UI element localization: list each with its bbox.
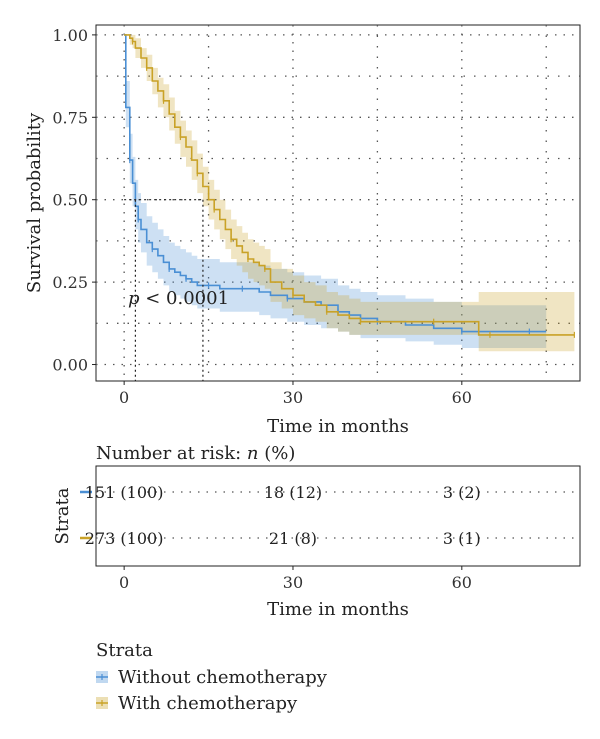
x-tick-labels: 0 30 60 bbox=[119, 381, 472, 407]
grid-lines bbox=[96, 25, 580, 381]
y-axis-label: Survival probability bbox=[24, 112, 45, 293]
legend: Strata Without chemotherapy With chemothe… bbox=[96, 640, 328, 714]
p-value-p: p bbox=[128, 288, 140, 309]
risk-x-tick-label: 30 bbox=[283, 573, 303, 592]
x-axis-label: Time in months bbox=[267, 416, 409, 437]
risk-x-tick-label: 0 bbox=[119, 573, 129, 592]
risk-y-axis-label: Strata bbox=[52, 487, 73, 544]
confidence-band-with-chemo bbox=[124, 34, 575, 352]
risk-cell: 21 (8) bbox=[269, 529, 317, 548]
legend-title: Strata bbox=[96, 640, 153, 661]
risk-table-panel bbox=[95, 465, 581, 567]
risk-x-tick-labels: 0 30 60 bbox=[119, 566, 472, 592]
risk-cell: 3 (1) bbox=[443, 529, 481, 548]
risk-x-tick-label: 60 bbox=[452, 573, 472, 592]
legend-label: Without chemotherapy bbox=[118, 667, 328, 688]
median-lines bbox=[124, 199, 204, 381]
x-tick-label: 60 bbox=[452, 388, 472, 407]
x-tick-label: 0 bbox=[119, 388, 129, 407]
p-value-annotation: p < 0.0001 bbox=[128, 288, 229, 309]
risk-table-title: Number at risk: n (%) bbox=[96, 443, 295, 464]
risk-cell: 273 (100) bbox=[85, 529, 164, 548]
risk-cell: 3 (2) bbox=[443, 483, 481, 502]
survival-plot: 0.00 0.25 0.50 0.75 1.00 0 30 60 p < 0.0001 Su… bbox=[24, 24, 581, 437]
y-tick-label: 0.75 bbox=[52, 108, 88, 127]
risk-title-n: n bbox=[247, 443, 259, 464]
y-tick-labels: 0.00 0.25 0.50 0.75 1.00 bbox=[52, 26, 96, 375]
legend-items: Without chemotherapy With chemotherapy bbox=[96, 667, 328, 714]
confidence-bands bbox=[124, 34, 575, 352]
plot-panel bbox=[95, 24, 581, 382]
survival-curve-with-chemo bbox=[124, 34, 575, 336]
y-tick-label: 0.00 bbox=[52, 356, 88, 375]
p-value-text: < 0.0001 bbox=[140, 288, 230, 309]
risk-cell: 18 (12) bbox=[264, 483, 322, 502]
risk-x-axis-label: Time in months bbox=[267, 599, 409, 620]
risk-cell: 151 (100) bbox=[85, 483, 164, 502]
x-tick-label: 30 bbox=[283, 388, 303, 407]
y-tick-label: 0.50 bbox=[52, 191, 88, 210]
legend-label: With chemotherapy bbox=[118, 693, 298, 714]
survival-curves bbox=[124, 34, 575, 338]
risk-table: Number at risk: n (%) 151 (100) 18 (12) 3 … bbox=[52, 443, 581, 620]
confidence-band-without-chemo bbox=[124, 34, 547, 349]
risk-title-prefix: Number at risk: bbox=[96, 443, 247, 464]
risk-title-suffix: (%) bbox=[258, 443, 295, 464]
y-tick-label: 1.00 bbox=[52, 26, 88, 45]
y-tick-label: 0.25 bbox=[52, 273, 88, 292]
risk-rows: 151 (100) 18 (12) 3 (2) 273 (100) 21 (8) 3 (1… bbox=[80, 483, 481, 548]
